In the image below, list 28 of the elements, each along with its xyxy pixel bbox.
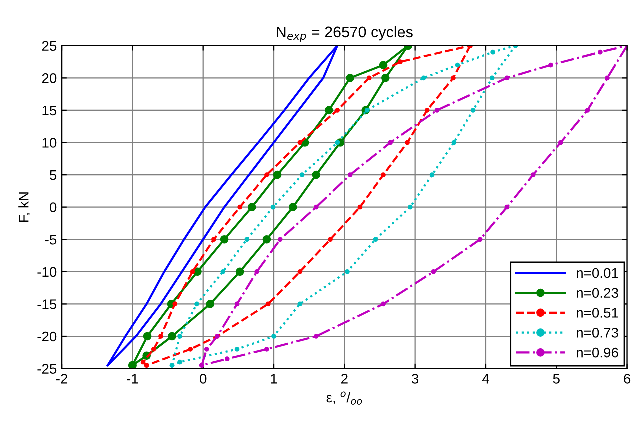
y-tick-label: 25 (42, 41, 57, 52)
y-tick-label: -5 (45, 235, 57, 245)
x-axis-title: ε, $^{o}$/$_{oo}$ (326, 392, 362, 405)
legend-label: n=0.96 (577, 348, 618, 358)
x-tick-label: -1 (127, 374, 138, 384)
y-tick-label: -25 (38, 364, 57, 374)
legend-label: n=0.73 (577, 328, 618, 338)
x-tick-label: 4 (482, 374, 490, 384)
y-tick-label: 0 (50, 202, 57, 213)
y-tick-label: -20 (38, 332, 57, 342)
legend-label: n=0.01 (577, 268, 618, 278)
x-tick-label: 3 (412, 374, 419, 384)
y-tick-label: -10 (38, 267, 57, 278)
x-tick-label: 2 (342, 374, 348, 384)
y-tick-label: 15 (42, 106, 57, 116)
x-tick-label: 0 (200, 374, 207, 384)
x-tick-label: 1 (271, 374, 278, 384)
y-tick-label: 10 (42, 138, 57, 148)
y-tick-label: 5 (50, 170, 57, 180)
chart-title: N$_{exp}$ = 26570 cycles (277, 26, 413, 42)
legend-label: n=0.51 (577, 308, 618, 318)
legend-label: n=0.23 (577, 288, 618, 298)
y-axis-title: F, kN (18, 192, 30, 222)
y-tick-label: -15 (38, 300, 57, 310)
x-tick-label: -2 (56, 374, 68, 384)
x-tick-label: 6 (624, 374, 631, 384)
x-tick-label: 5 (553, 374, 560, 384)
y-tick-label: 20 (42, 74, 57, 84)
